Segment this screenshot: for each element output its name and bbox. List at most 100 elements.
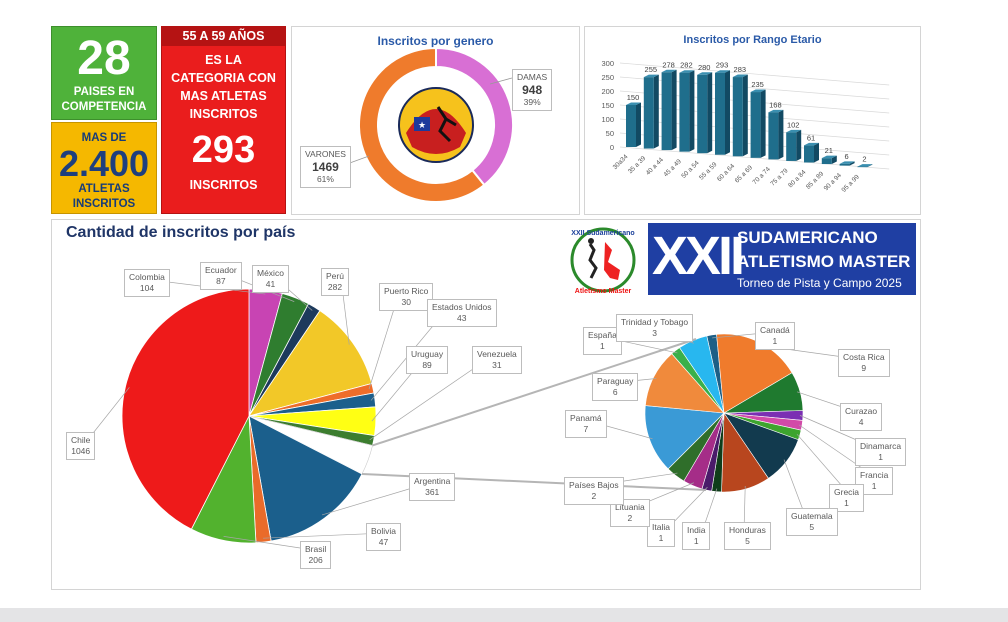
label-peru: Perú 282 bbox=[321, 268, 349, 296]
label-name: Brasil bbox=[305, 544, 327, 554]
y-tick-label: 250 bbox=[601, 73, 614, 82]
kpi-athletes-value: 2.400 bbox=[58, 143, 150, 184]
label-value: 7 bbox=[583, 424, 589, 434]
runner-head-icon bbox=[588, 238, 594, 244]
label-damas: DAMAS 948 39% bbox=[512, 69, 553, 111]
label-name: Grecia bbox=[834, 487, 860, 497]
kpi-category-range: 55 A 59 AÑOS bbox=[162, 27, 285, 46]
doughnut-slice-varones bbox=[358, 46, 486, 203]
logo-runner-icon bbox=[436, 106, 457, 143]
bar-side bbox=[778, 109, 784, 160]
label-value: 104 bbox=[139, 283, 155, 293]
leader-venezuela bbox=[369, 355, 493, 441]
bar-value-label: 235 bbox=[751, 80, 764, 89]
label-name: Canadá bbox=[760, 325, 790, 335]
label-panama: Panamá 7 bbox=[565, 410, 607, 438]
bar-top bbox=[839, 161, 855, 164]
connector-line-top bbox=[372, 338, 697, 447]
bar-value-label: 280 bbox=[698, 63, 711, 72]
label-value: 282 bbox=[327, 282, 343, 292]
event-badge-logo: XXII Sudamericano Atletismo Master bbox=[570, 227, 636, 295]
label-dinamarca: Dinamarca 1 bbox=[855, 438, 907, 466]
bar-top bbox=[804, 142, 819, 146]
bar-side bbox=[796, 129, 802, 161]
bar-value-label: 2 bbox=[862, 155, 866, 164]
bar-30a34 bbox=[626, 105, 636, 147]
label-puerto-rico: Puerto Rico 30 bbox=[379, 283, 434, 311]
kpi-category-line-2: CATEGORIA CON bbox=[171, 71, 276, 85]
label-value: 5 bbox=[809, 522, 815, 532]
bar-value-label: 61 bbox=[807, 133, 815, 142]
bar-top bbox=[786, 129, 802, 133]
bar-80-a-84 bbox=[804, 145, 814, 163]
gender-doughnut-svg: ★ bbox=[346, 46, 514, 203]
label-name: España bbox=[588, 330, 617, 340]
bar-value-label: 282 bbox=[680, 61, 693, 70]
label-value: 1 bbox=[871, 481, 877, 491]
label-brasil: Brasil 206 bbox=[300, 541, 332, 569]
logo-star-field-icon bbox=[414, 117, 430, 131]
bar-side bbox=[671, 69, 677, 151]
bar-85-a-89 bbox=[821, 158, 832, 165]
label-mexico: México 41 bbox=[252, 265, 289, 293]
label-name: Trinidad y Tobago bbox=[621, 317, 689, 327]
y-tick-label: 150 bbox=[601, 101, 614, 110]
country-chart-title: Cantidad de inscritos por país bbox=[66, 224, 296, 241]
label-varones: VARONES 1469 61% bbox=[300, 146, 351, 188]
label-name: Perú bbox=[326, 271, 344, 281]
label-name: Panamá bbox=[570, 413, 602, 423]
bar-top bbox=[750, 89, 766, 93]
bar-45-a-49 bbox=[679, 72, 690, 152]
bar-top bbox=[732, 74, 748, 78]
label-value: 1 bbox=[772, 336, 778, 346]
label-name: Paraguay bbox=[597, 376, 634, 386]
bar-40-a-44 bbox=[661, 72, 672, 151]
damas-value: 948 bbox=[522, 83, 543, 97]
label-name: Guatemala bbox=[791, 511, 833, 521]
bar-side bbox=[831, 155, 837, 165]
bar-top bbox=[643, 74, 659, 78]
label-name: Estados Unidos bbox=[432, 302, 492, 312]
x-tick-label: 95 a 99 bbox=[841, 173, 862, 194]
label-value: 9 bbox=[861, 363, 867, 373]
y-tick-label: 50 bbox=[606, 129, 614, 138]
bar-top bbox=[768, 109, 784, 113]
kpi-category-line-1: ES LA bbox=[205, 53, 242, 67]
label-name: Argentina bbox=[414, 476, 451, 486]
bar-90-a-94 bbox=[839, 163, 850, 166]
bar-top bbox=[715, 70, 730, 73]
label-value: 31 bbox=[492, 360, 502, 370]
bar-value-label: 283 bbox=[734, 65, 747, 74]
banner-numeral: XXII bbox=[652, 226, 745, 286]
label-ecuador: Ecuador 87 bbox=[200, 262, 242, 290]
leader-damas bbox=[489, 77, 513, 85]
label-value: 361 bbox=[425, 487, 440, 497]
bar-top bbox=[857, 164, 873, 167]
label-honduras: Honduras 5 bbox=[724, 522, 771, 550]
bar-value-label: 293 bbox=[716, 61, 729, 70]
x-tick-label: 30a34 bbox=[612, 153, 630, 171]
label-name: Uruguay bbox=[411, 349, 444, 359]
bar-side bbox=[689, 70, 695, 152]
label-name: Italia bbox=[652, 522, 670, 532]
damas-name: DAMAS bbox=[517, 72, 548, 82]
banner-line-1: SUDAMERICANO bbox=[737, 228, 878, 247]
label-name: Puerto Rico bbox=[384, 286, 429, 296]
label-estados-unidos: Estados Unidos 43 bbox=[427, 299, 497, 327]
varones-name: VARONES bbox=[305, 149, 346, 159]
label-name: Ecuador bbox=[205, 265, 237, 275]
label-value: 41 bbox=[265, 279, 276, 289]
bar-65-a-69 bbox=[750, 92, 761, 158]
bar-75-a-79 bbox=[786, 132, 797, 161]
label-costa-rica: Costa Rica 9 bbox=[838, 349, 890, 377]
label-trinidad-y-tobago: Trinidad y Tobago 3 bbox=[616, 314, 694, 342]
banner-line-3: Torneo de Pista y Campo 2025 bbox=[737, 276, 902, 290]
label-value: 1 bbox=[878, 452, 883, 462]
bar-side bbox=[867, 164, 873, 168]
label-venezuela: Venezuela 31 bbox=[472, 346, 522, 374]
bar-value-label: 278 bbox=[662, 60, 675, 69]
label-value: 30 bbox=[401, 297, 411, 307]
label-value: 2 bbox=[627, 513, 633, 523]
label-india: India 1 bbox=[682, 522, 711, 550]
